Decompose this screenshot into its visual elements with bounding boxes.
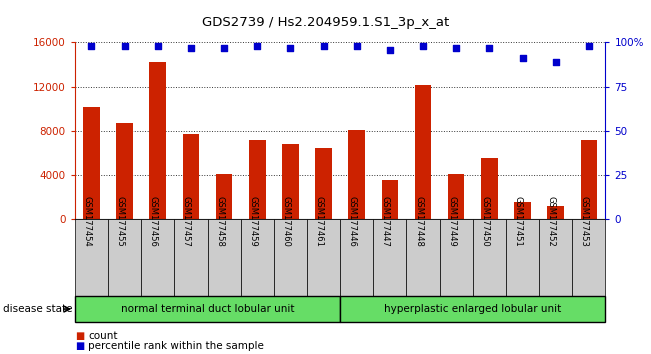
Bar	[547, 206, 564, 219]
Bar	[174, 219, 208, 296]
Bar	[481, 158, 497, 219]
Bar	[241, 219, 274, 296]
Bar	[75, 219, 108, 296]
Bar	[315, 148, 332, 219]
Bar	[141, 219, 174, 296]
Point	[584, 43, 594, 49]
Text: GDS2739 / Hs2.204959.1.S1_3p_x_at: GDS2739 / Hs2.204959.1.S1_3p_x_at	[202, 16, 449, 29]
Bar	[249, 140, 266, 219]
Bar	[572, 219, 605, 296]
Text: GSM177454: GSM177454	[83, 196, 91, 247]
Point	[186, 45, 196, 51]
Text: GSM177452: GSM177452	[547, 196, 556, 247]
Bar	[307, 219, 340, 296]
Point	[418, 43, 428, 49]
Bar	[406, 219, 439, 296]
Point	[219, 45, 229, 51]
Text: GSM177459: GSM177459	[248, 196, 257, 247]
Bar	[439, 219, 473, 296]
Text: GSM177456: GSM177456	[149, 196, 158, 247]
Bar	[373, 219, 406, 296]
Text: count: count	[88, 331, 117, 341]
Text: GSM177457: GSM177457	[182, 196, 191, 247]
Text: GSM177461: GSM177461	[314, 196, 324, 247]
Text: GSM177449: GSM177449	[447, 196, 456, 247]
Text: GSM177453: GSM177453	[580, 196, 589, 247]
Text: GSM177458: GSM177458	[215, 196, 224, 247]
Bar	[506, 219, 539, 296]
Point	[484, 45, 495, 51]
Bar	[539, 219, 572, 296]
Text: ■: ■	[75, 341, 84, 351]
Bar	[340, 296, 605, 322]
Point	[86, 43, 96, 49]
Bar	[282, 144, 299, 219]
Text: GSM177446: GSM177446	[348, 196, 357, 247]
Point	[285, 45, 296, 51]
Bar	[215, 174, 232, 219]
Bar	[108, 219, 141, 296]
Bar	[117, 123, 133, 219]
Bar	[75, 296, 340, 322]
Point	[385, 47, 395, 52]
Text: GSM177447: GSM177447	[381, 196, 390, 247]
Bar	[183, 134, 199, 219]
Bar	[514, 202, 531, 219]
Point	[252, 43, 262, 49]
Point	[318, 43, 329, 49]
Text: disease state: disease state	[3, 304, 73, 314]
Point	[119, 43, 130, 49]
Bar	[208, 219, 241, 296]
Point	[352, 43, 362, 49]
Text: normal terminal duct lobular unit: normal terminal duct lobular unit	[120, 304, 294, 314]
Bar	[83, 107, 100, 219]
Text: GSM177450: GSM177450	[480, 196, 490, 247]
Bar	[448, 174, 465, 219]
Bar	[473, 219, 506, 296]
Bar	[581, 140, 597, 219]
Text: ■: ■	[75, 331, 84, 341]
Text: GSM177460: GSM177460	[281, 196, 290, 247]
Point	[152, 43, 163, 49]
Text: hyperplastic enlarged lobular unit: hyperplastic enlarged lobular unit	[384, 304, 561, 314]
Text: GSM177448: GSM177448	[414, 196, 423, 247]
Bar	[381, 180, 398, 219]
Bar	[415, 85, 432, 219]
Point	[551, 59, 561, 65]
Bar	[274, 219, 307, 296]
Bar	[340, 219, 373, 296]
Point	[451, 45, 462, 51]
Bar	[348, 130, 365, 219]
Text: GSM177451: GSM177451	[514, 196, 523, 247]
Text: percentile rank within the sample: percentile rank within the sample	[88, 341, 264, 351]
Bar	[150, 62, 166, 219]
Point	[518, 56, 528, 61]
Text: GSM177455: GSM177455	[116, 196, 124, 247]
